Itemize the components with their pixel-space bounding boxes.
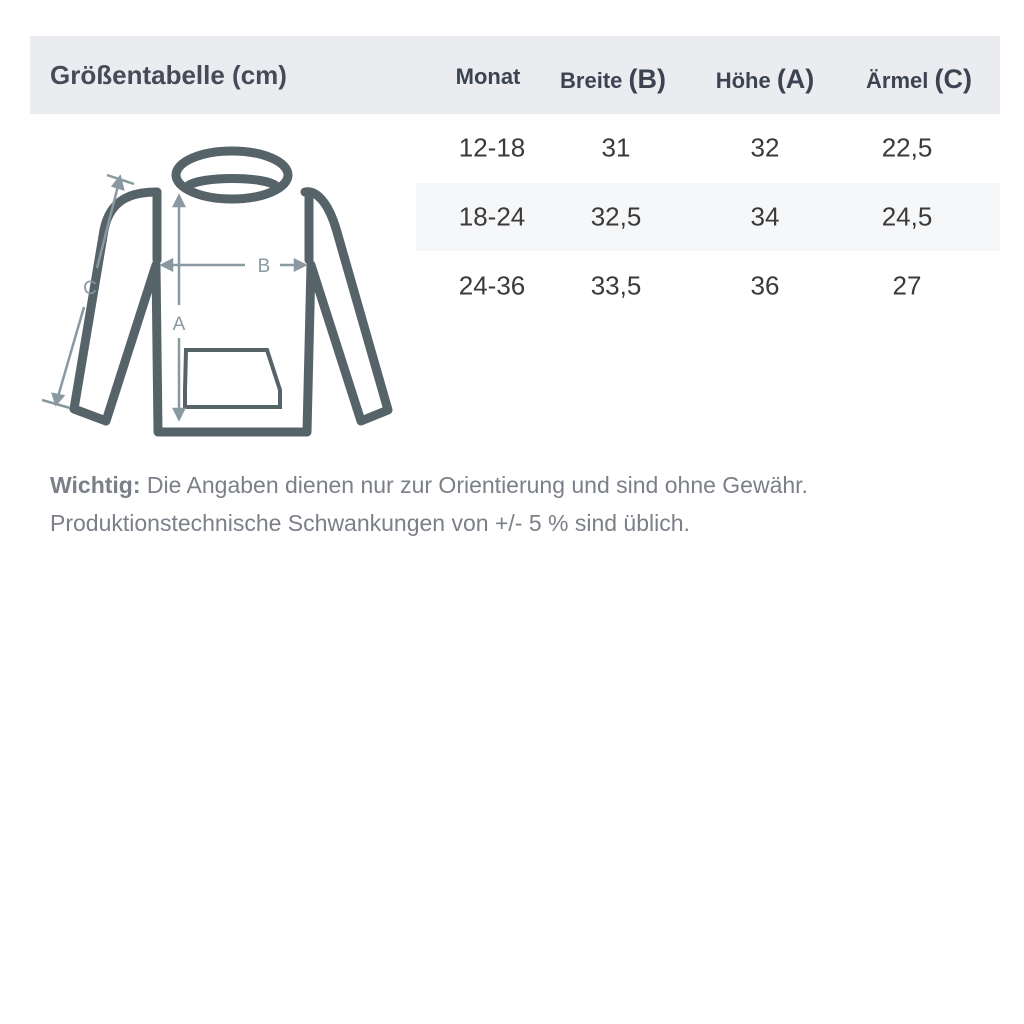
- label-b: B: [258, 256, 271, 277]
- cell-sleeve: 27: [892, 270, 922, 301]
- hoodie-diagram: B A C: [41, 146, 393, 437]
- column-label: Monat: [455, 64, 521, 89]
- note-line2: Produktionstechnische Schwankungen von +…: [50, 510, 690, 536]
- page-title: Größentabelle (cm): [50, 60, 287, 90]
- cell-width: 32,5: [590, 201, 642, 232]
- column-label: Breite: [560, 68, 623, 93]
- cell-width: 33,5: [590, 270, 642, 301]
- table-row: 24-36 33,5 36 27: [416, 252, 1000, 320]
- cell-month: 18-24: [458, 201, 526, 232]
- cell-sleeve: 24,5: [881, 201, 933, 232]
- hoodie-outline-icon: [69, 146, 393, 437]
- pocket-icon: [183, 348, 282, 409]
- column-label: Höhe: [715, 68, 771, 93]
- measurement-arrows-icon: [41, 173, 308, 422]
- table-header: Größentabelle (cm) Monat Breite (B) Höhe…: [30, 36, 1000, 114]
- note-line1: Die Angaben dienen nur zur Orientierung …: [140, 472, 808, 498]
- cell-height: 36: [750, 270, 780, 301]
- cell-sleeve: 22,5: [881, 132, 933, 163]
- column-header-sleeve: Ärmel (C): [866, 64, 972, 95]
- label-c: C: [83, 278, 97, 299]
- column-header-month: Monat: [456, 64, 521, 90]
- table-row: 18-24 32,5 34 24,5: [416, 183, 1000, 251]
- column-label: Ärmel: [866, 68, 929, 93]
- cell-month: 12-18: [458, 132, 526, 163]
- column-letter: (A): [776, 64, 815, 94]
- cell-height: 32: [750, 132, 780, 163]
- disclaimer-note: Wichtig: Die Angaben dienen nur zur Orie…: [50, 466, 990, 542]
- note-strong: Wichtig:: [50, 472, 141, 498]
- column-header-height: Höhe (A): [716, 64, 815, 95]
- label-a: A: [173, 314, 186, 335]
- table-row: 12-18 31 32 22,5: [416, 114, 1000, 182]
- column-letter: (B): [628, 64, 666, 94]
- column-header-width: Breite (B): [560, 64, 666, 95]
- cell-height: 34: [750, 201, 780, 232]
- column-letter: (C): [934, 64, 972, 94]
- cell-width: 31: [601, 132, 631, 163]
- cell-month: 24-36: [458, 270, 526, 301]
